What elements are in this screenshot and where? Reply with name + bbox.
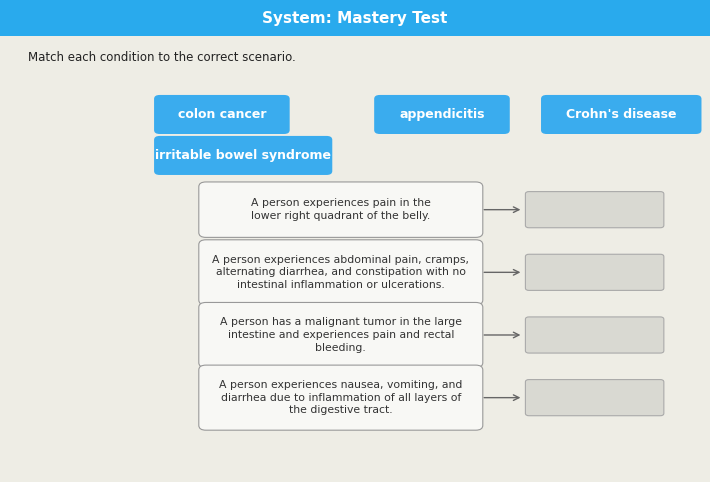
FancyBboxPatch shape bbox=[525, 192, 664, 228]
FancyBboxPatch shape bbox=[199, 182, 483, 238]
Text: colon cancer: colon cancer bbox=[178, 108, 266, 121]
Text: appendicitis: appendicitis bbox=[399, 108, 485, 121]
FancyBboxPatch shape bbox=[199, 303, 483, 367]
Text: Match each condition to the correct scenario.: Match each condition to the correct scen… bbox=[28, 52, 296, 64]
Text: A person experiences nausea, vomiting, and
diarrhea due to inflammation of all l: A person experiences nausea, vomiting, a… bbox=[219, 380, 462, 415]
Text: A person experiences abdominal pain, cramps,
alternating diarrhea, and constipat: A person experiences abdominal pain, cra… bbox=[212, 254, 469, 290]
Text: System: Mastery Test: System: Mastery Test bbox=[262, 11, 448, 26]
FancyBboxPatch shape bbox=[541, 95, 701, 134]
Text: A person has a malignant tumor in the large
intestine and experiences pain and r: A person has a malignant tumor in the la… bbox=[220, 317, 462, 353]
FancyBboxPatch shape bbox=[374, 95, 510, 134]
FancyBboxPatch shape bbox=[154, 95, 290, 134]
FancyBboxPatch shape bbox=[0, 0, 710, 36]
Text: Crohn's disease: Crohn's disease bbox=[566, 108, 677, 121]
FancyBboxPatch shape bbox=[154, 136, 332, 175]
FancyBboxPatch shape bbox=[525, 254, 664, 290]
FancyBboxPatch shape bbox=[525, 380, 664, 415]
FancyBboxPatch shape bbox=[525, 317, 664, 353]
FancyBboxPatch shape bbox=[199, 240, 483, 305]
Text: A person experiences pain in the
lower right quadrant of the belly.: A person experiences pain in the lower r… bbox=[251, 198, 431, 221]
Text: irritable bowel syndrome: irritable bowel syndrome bbox=[155, 149, 331, 162]
FancyBboxPatch shape bbox=[199, 365, 483, 430]
